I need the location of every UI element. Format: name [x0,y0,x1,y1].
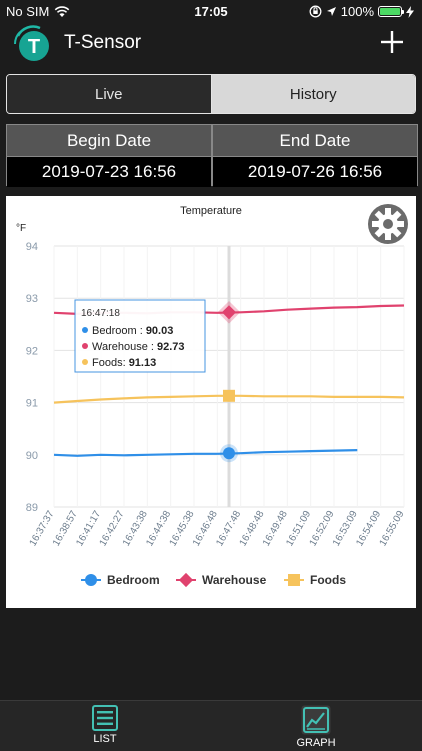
legend-marker-warehouse [178,572,194,588]
plus-icon [381,31,403,53]
battery-percent: 100% [340,4,374,19]
chart-tooltip: 16:47:18 Bedroom : 90.03 Warehouse : 92.73… [74,299,206,373]
bottom-tab-bar: LIST GRAPH [0,700,422,751]
begin-date-value[interactable]: 2019-07-23 16:56 [7,157,211,187]
tooltip-row: Bedroom : 90.03 [92,325,173,337]
app-title: T-Sensor [64,32,142,53]
carrier-label: No SIM [6,4,50,19]
graph-icon [301,705,331,735]
end-date-label: End Date [213,125,417,157]
begin-date-label: Begin Date [7,125,211,157]
highlight-point-foods [223,389,235,402]
add-sensor-button[interactable] [376,26,408,58]
highlight-point-bedroom [223,447,235,460]
legend-label-warehouse[interactable]: Warehouse [202,573,267,587]
end-date-box[interactable]: End Date 2019-07-26 16:56 [212,124,418,187]
y-tick-label: 94 [26,241,38,253]
status-bar: No SIM 17:05 100% [0,0,422,22]
legend-label-foods[interactable]: Foods [310,573,346,587]
tab-graph-label: GRAPH [296,737,336,749]
tab-graph[interactable]: GRAPH [276,705,356,749]
tooltip-dot [82,327,88,333]
begin-date-box[interactable]: Begin Date 2019-07-23 16:56 [6,124,212,187]
legend-label-bedroom[interactable]: Bedroom [107,573,160,587]
legend-marker-foods [288,574,300,586]
tooltip-box [74,299,206,373]
y-tick-label: 92 [26,345,38,357]
tab-list[interactable]: LIST [65,705,145,745]
status-time: 17:05 [194,4,228,19]
wifi-icon [55,5,70,17]
tab-list-label: LIST [93,733,117,745]
end-date-value[interactable]: 2019-07-26 16:56 [213,157,417,187]
location-icon [326,7,336,16]
y-tick-label: 91 [26,398,38,410]
temperature-chart[interactable]: Temperature°F89909192939416:37:3716:38:5… [6,196,416,608]
tab-live[interactable]: Live [7,75,212,113]
live-history-segmented-control: Live History [6,74,416,114]
tooltip-dot [82,359,88,365]
chart-title: Temperature [180,205,242,217]
tooltip-row: Foods: 91.13 [92,357,156,369]
app-logo-letter: T [28,36,40,58]
tooltip-time: 16:47:18 [81,308,120,319]
y-axis-label: °F [16,223,26,234]
list-icon [92,705,118,731]
series-line-bedroom [53,449,358,457]
gear-icon[interactable] [368,204,408,244]
charging-icon [406,5,414,18]
y-tick-label: 90 [26,450,38,462]
y-tick-label: 89 [26,502,38,514]
y-tick-label: 93 [26,293,38,305]
tab-history[interactable]: History [211,75,415,113]
legend-marker-bedroom [85,574,97,586]
chart-panel: Temperature °F 89 90 91 92 93 94 16:37:37 16:38:5… [6,196,416,608]
app-logo-icon: T [14,25,49,61]
tooltip-row: Warehouse : 92.73 [92,341,185,353]
orientation-lock-icon [309,5,322,18]
nav-bar: T T-Sensor [0,22,422,66]
tooltip-dot [82,343,88,349]
battery-icon [378,6,404,17]
